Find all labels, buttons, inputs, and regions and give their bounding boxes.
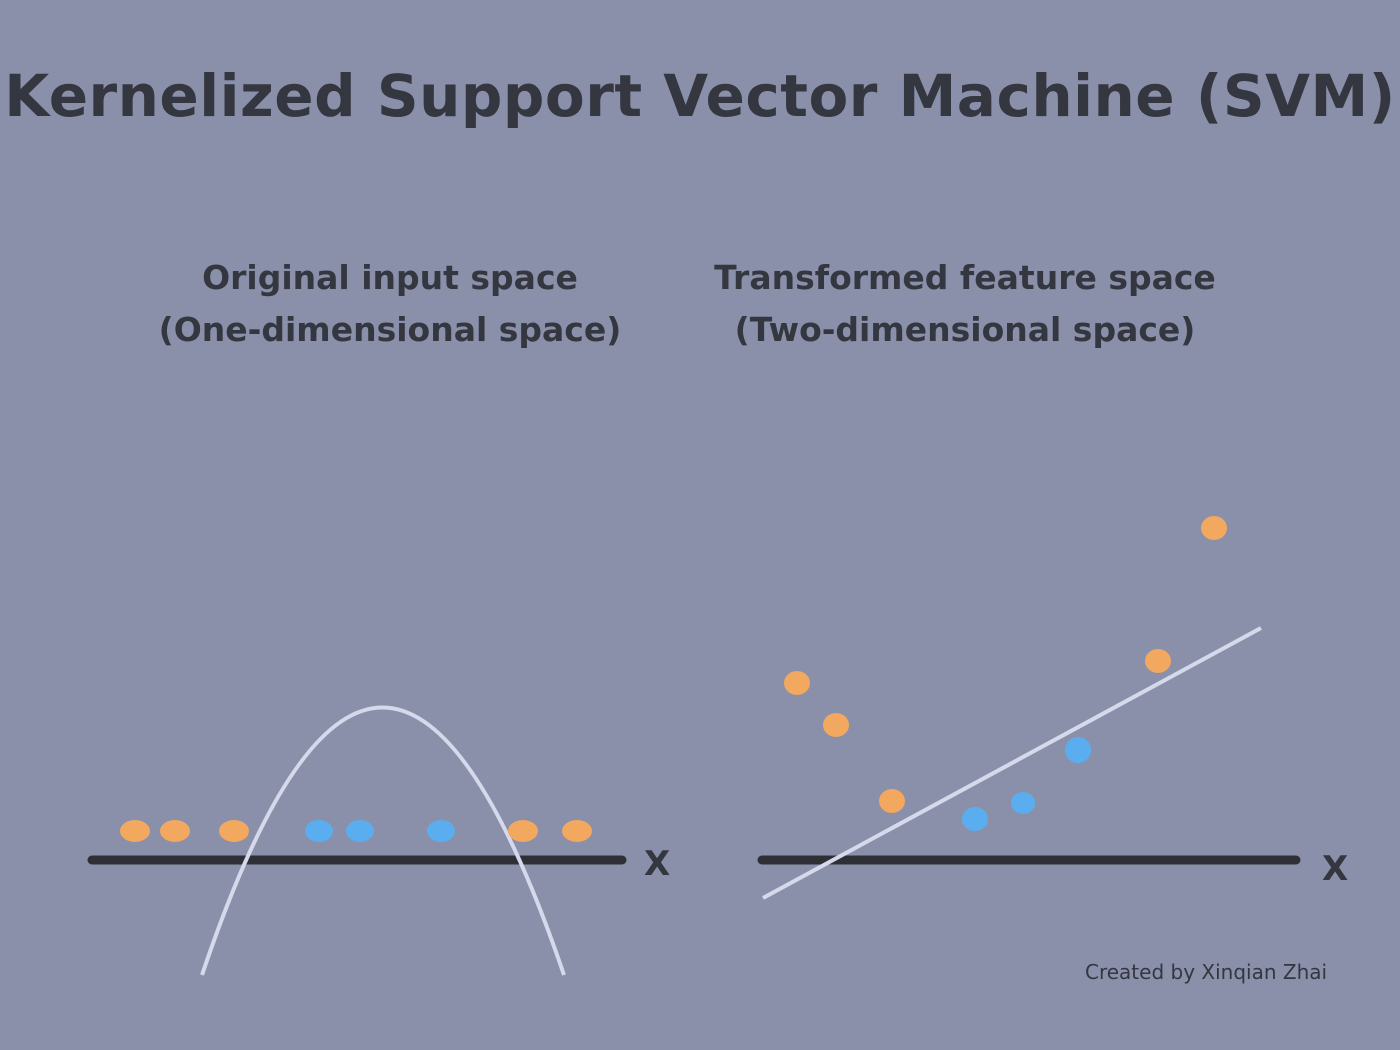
left-point-orange [508, 820, 538, 842]
page-title: Kernelized Support Vector Machine (SVM) [4, 62, 1396, 130]
right-point-blue [1011, 792, 1035, 814]
left-point-blue [427, 820, 455, 842]
right-point-orange [823, 713, 849, 737]
left-panel-title-line2: (One-dimensional space) [158, 310, 622, 349]
right-panel-title-line1: Transformed feature space [714, 258, 1216, 297]
left-panel: X [87, 705, 670, 976]
right-panel-title: Transformed feature space (Two-dimension… [700, 252, 1230, 356]
left-panel-title: Original input space (One-dimensional sp… [140, 252, 640, 356]
right-linear-boundary [762, 626, 1262, 900]
left-point-orange [120, 820, 150, 842]
left-panel-title-line1: Original input space [202, 258, 578, 297]
left-axis-label: X [644, 844, 670, 884]
right-panel: X [757, 516, 1348, 900]
left-point-orange [562, 820, 592, 842]
left-parabola-boundary [200, 705, 566, 976]
right-point-orange [1201, 516, 1227, 540]
right-axis-label: X [1322, 849, 1348, 889]
right-point-orange [1145, 649, 1171, 673]
left-point-blue [305, 820, 333, 842]
right-point-blue [1065, 737, 1091, 763]
right-point-orange [879, 789, 905, 813]
left-point-orange [160, 820, 190, 842]
right-point-blue [962, 807, 988, 831]
right-panel-title-line2: (Two-dimensional space) [734, 310, 1196, 349]
right-point-orange [784, 671, 810, 695]
credit-text: Created by Xinqian Zhai [1085, 960, 1328, 984]
left-point-orange [219, 820, 249, 842]
left-point-blue [346, 820, 374, 842]
